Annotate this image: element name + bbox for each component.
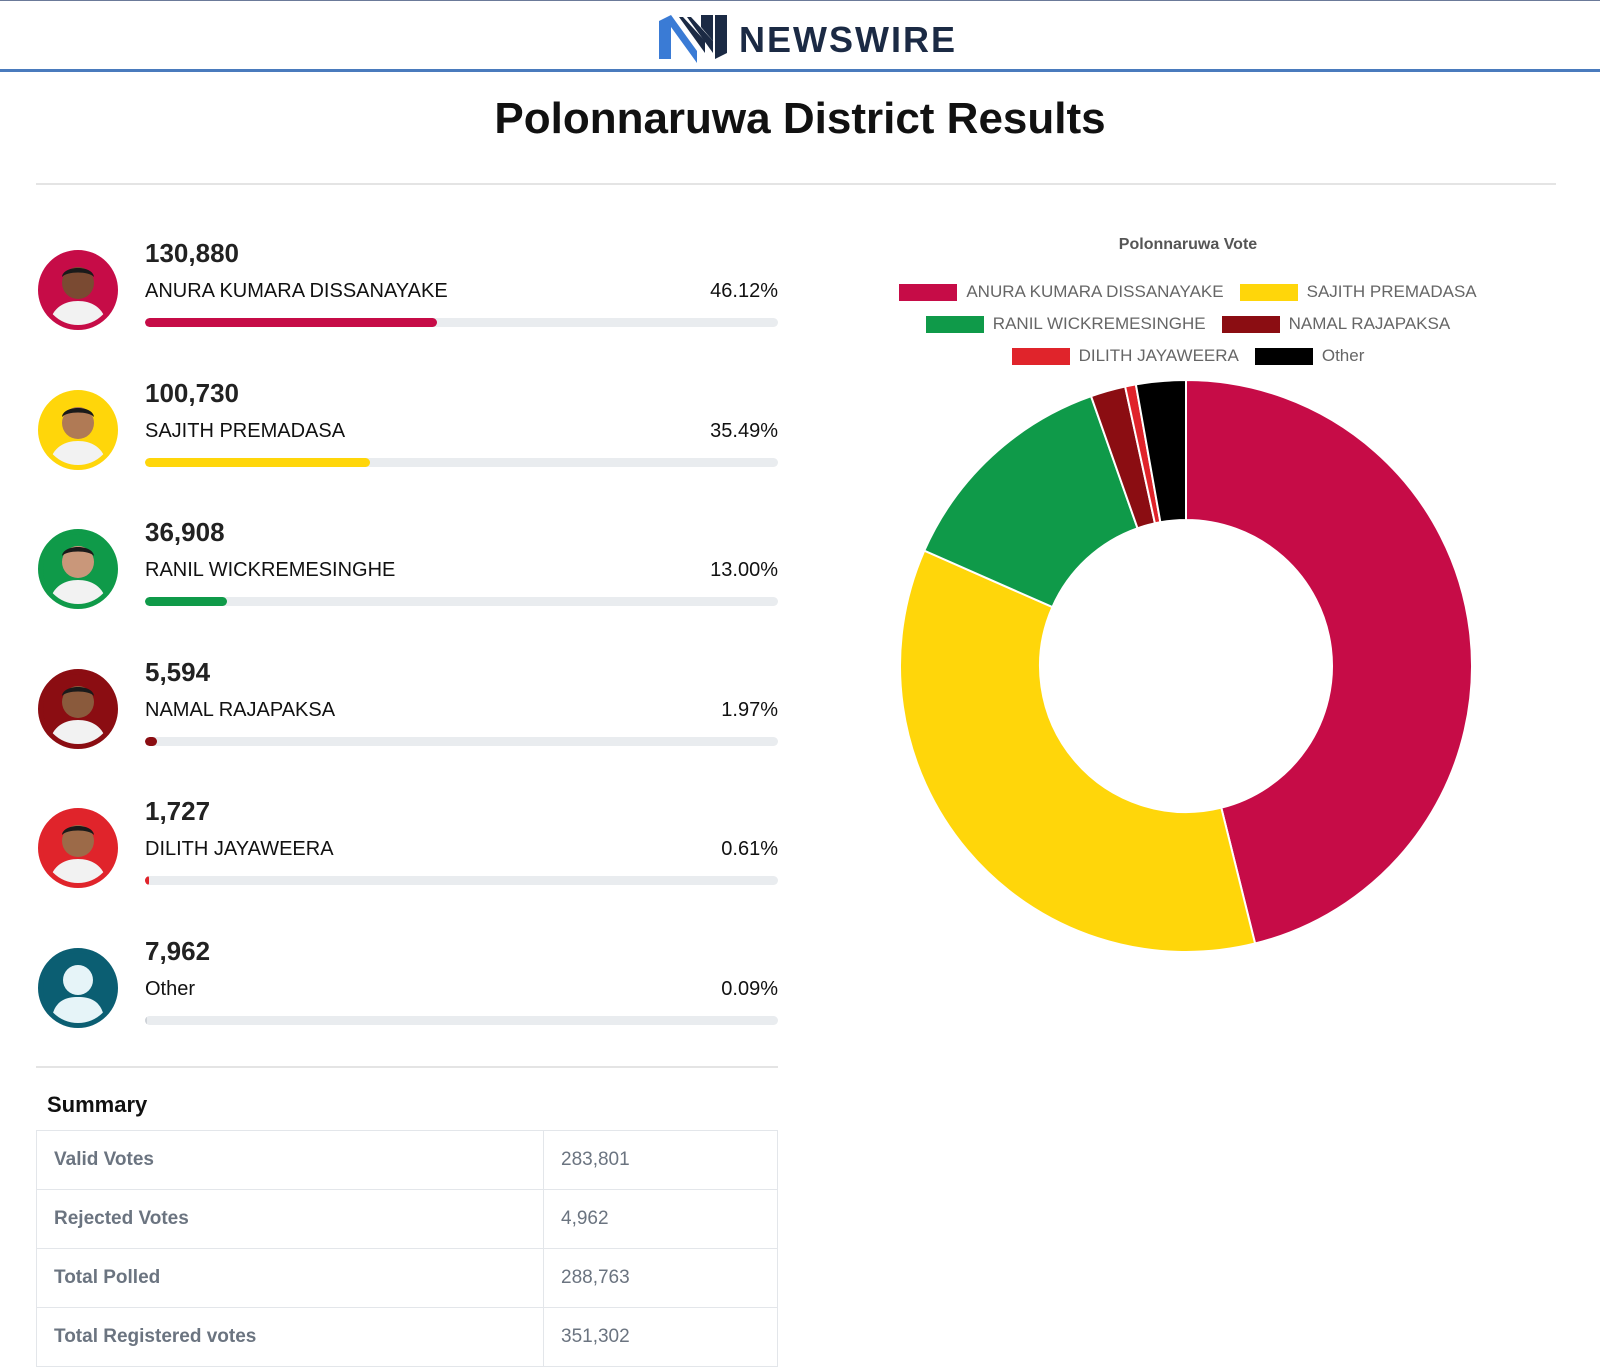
candidate-name: NAMAL RAJAPAKSA: [145, 699, 336, 721]
legend-row: DILITH JAYAWEERA Other: [880, 340, 1496, 372]
candidate-avatar: [38, 529, 118, 609]
candidate-name: RANIL WICKREMESINGHE: [145, 559, 396, 581]
vote-count: 7,962: [145, 936, 211, 966]
vote-count: 1,727: [145, 796, 211, 826]
summary-value: 288,763: [543, 1248, 778, 1308]
progress-track: [145, 458, 778, 467]
candidate-avatar: [38, 250, 118, 330]
chart-legend: ANURA KUMARA DISSANAYAKE SAJITH PREMADASA…: [880, 276, 1496, 372]
summary-value: 4,962: [543, 1189, 778, 1249]
progress-fill: [145, 597, 228, 606]
divider: [36, 1066, 778, 1068]
progress-fill: [145, 737, 158, 746]
legend-swatch: [1239, 283, 1298, 301]
legend-swatch: [1221, 315, 1280, 333]
candidate-avatar: [38, 808, 118, 888]
legend-label: ANURA KUMARA DISSANAYAKE: [966, 282, 1224, 301]
summary-value: 351,302: [543, 1307, 778, 1367]
vote-count: 36,908: [145, 517, 225, 547]
candidate-name: ANURA KUMARA DISSANAYAKE: [145, 280, 448, 302]
table-row: Total Polled 288,763: [36, 1248, 778, 1308]
summary-label: Valid Votes: [36, 1130, 544, 1190]
legend-swatch: [899, 283, 958, 301]
candidate-row: 5,594 NAMAL RAJAPAKSA 1.97%: [38, 657, 778, 767]
candidate-row: 100,730 SAJITH PREMADASA 35.49%: [38, 378, 778, 488]
candidate-avatar: [38, 390, 118, 470]
default-avatar-icon: [38, 948, 118, 1028]
newswire-logo-icon: [659, 15, 727, 63]
candidate-name: DILITH JAYAWEERA: [145, 838, 334, 860]
chart-title: Polonnaruwa Vote: [1118, 236, 1258, 253]
candidate-name: SAJITH PREMADASA: [145, 420, 346, 442]
vote-count: 130,880: [145, 238, 239, 268]
legend-swatch: [1011, 347, 1070, 365]
vote-count: 5,594: [145, 657, 211, 687]
legend-item[interactable]: ANURA KUMARA DISSANAYAKE: [899, 282, 1224, 302]
vote-percentage: 35.49%: [710, 420, 778, 442]
summary-label: Rejected Votes: [36, 1189, 544, 1249]
candidate-row: 130,880 ANURA KUMARA DISSANAYAKE 46.12%: [38, 238, 778, 348]
candidate-name: Other: [145, 978, 196, 1000]
summary-value: 283,801: [543, 1130, 778, 1190]
table-row: Rejected Votes 4,962: [36, 1189, 778, 1249]
table-row: Total Registered votes 351,302: [36, 1307, 778, 1367]
legend-swatch: [925, 315, 984, 333]
divider: [36, 183, 1556, 185]
progress-fill: [145, 458, 370, 467]
vote-percentage: 13.00%: [710, 559, 778, 581]
candidate-avatar: [38, 669, 118, 749]
vote-percentage: 0.09%: [721, 978, 778, 1000]
brand-name: NEWSWIRE: [739, 19, 957, 60]
donut-slice[interactable]: [899, 549, 1257, 953]
donut-slice[interactable]: [1185, 378, 1473, 945]
legend-row: RANIL WICKREMESINGHE NAMAL RAJAPAKSA: [880, 308, 1496, 340]
legend-item[interactable]: SAJITH PREMADASA: [1239, 282, 1477, 302]
site-header: NEWSWIRE: [0, 0, 1600, 72]
page-title: Polonnaruwa District Results: [494, 94, 1106, 143]
legend-item[interactable]: NAMAL RAJAPAKSA: [1221, 314, 1451, 334]
donut-slice[interactable]: [1134, 378, 1187, 524]
vote-percentage: 0.61%: [721, 838, 778, 860]
progress-track: [145, 597, 778, 606]
summary-table: Valid Votes 283,801 Rejected Votes 4,962…: [36, 1130, 778, 1367]
legend-item[interactable]: Other: [1254, 346, 1365, 366]
candidate-row: 1,727 DILITH JAYAWEERA 0.61%: [38, 796, 778, 906]
vote-count: 100,730: [145, 378, 239, 408]
progress-fill: [145, 1016, 148, 1025]
legend-label: Other: [1321, 346, 1365, 365]
candidate-row: 7,962 Other 0.09%: [38, 936, 778, 1046]
progress-track: [145, 876, 778, 885]
summary-label: Total Registered votes: [36, 1307, 544, 1367]
newswire-logo[interactable]: NEWSWIRE: [657, 11, 957, 63]
summary-title: Summary: [47, 1092, 148, 1117]
legend-item[interactable]: RANIL WICKREMESINGHE: [925, 314, 1206, 334]
legend-label: NAMAL RAJAPAKSA: [1288, 314, 1451, 333]
donut-chart: [899, 378, 1473, 953]
candidate-row: 36,908 RANIL WICKREMESINGHE 13.00%: [38, 517, 778, 627]
legend-row: ANURA KUMARA DISSANAYAKE SAJITH PREMADASA: [880, 276, 1496, 308]
legend-item[interactable]: DILITH JAYAWEERA: [1011, 346, 1239, 366]
progress-fill: [145, 876, 149, 885]
legend-label: RANIL WICKREMESINGHE: [992, 314, 1206, 333]
legend-label: SAJITH PREMADASA: [1306, 282, 1477, 301]
progress-track: [145, 737, 778, 746]
progress-track: [145, 1016, 778, 1025]
summary-label: Total Polled: [36, 1248, 544, 1308]
legend-swatch: [1254, 347, 1313, 365]
donut-slice[interactable]: [922, 394, 1139, 609]
vote-percentage: 1.97%: [721, 699, 778, 721]
legend-label: DILITH JAYAWEERA: [1078, 346, 1239, 365]
progress-track: [145, 318, 778, 327]
vote-percentage: 46.12%: [710, 280, 778, 302]
progress-fill: [145, 318, 437, 327]
table-row: Valid Votes 283,801: [36, 1130, 778, 1190]
